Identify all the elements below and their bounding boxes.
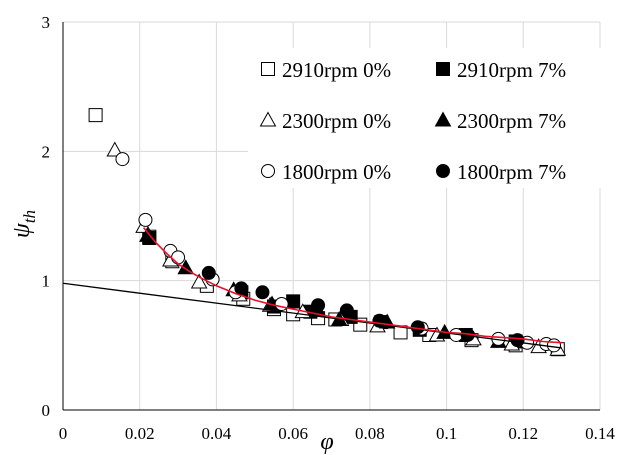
data-point [255, 285, 270, 300]
data-point [138, 212, 153, 227]
y-tick-label: 2 [42, 142, 51, 161]
legend-background [248, 48, 608, 188]
legend-label: 2910rpm 0% [282, 58, 391, 82]
legend-label: 2910rpm 7% [457, 58, 566, 82]
x-tick-label: 0.02 [125, 424, 155, 443]
legend-marker [436, 164, 450, 178]
data-point [286, 294, 301, 309]
y-tick-label: 3 [42, 13, 51, 32]
data-point [234, 281, 249, 296]
plot-frame [62, 22, 600, 411]
legend-marker [436, 62, 450, 76]
data-point [510, 333, 525, 348]
y-axis-label: ψth [9, 210, 39, 238]
tick-labels: 0 0.02 0.04 0.06 0.08 0.1 0.12 0.14 0 1 2 3 [42, 13, 616, 443]
legend: 2910rpm 0% 2910rpm 7% 2300rpm 0% 2300rpm 7%… [248, 48, 608, 188]
legend-marker [434, 111, 452, 127]
data-point [190, 273, 208, 289]
data-point [311, 298, 326, 313]
x-tick-label: 0 [59, 424, 68, 443]
x-axis-label: φ [320, 429, 333, 455]
x-tick-label: 0.08 [355, 424, 385, 443]
data-point [546, 338, 561, 353]
y-axis-label-subscript: th [20, 210, 39, 223]
legend-marker [259, 111, 277, 127]
fit-curve [142, 227, 562, 344]
data-point [339, 303, 354, 318]
legend-marker [261, 164, 275, 178]
data-point [171, 250, 186, 265]
x-tick-label: 0.14 [585, 424, 615, 443]
x-tick-label: 0.1 [436, 424, 457, 443]
tangent-line [62, 282, 562, 349]
x-tick-label: 0.12 [508, 424, 538, 443]
legend-label: 2300rpm 7% [457, 109, 566, 133]
legend-label: 1800rpm 7% [457, 160, 566, 184]
y-tick-label: 0 [42, 401, 51, 420]
legend-label: 1800rpm 0% [282, 160, 391, 184]
curves [62, 227, 562, 349]
data-point [115, 152, 130, 167]
legend-marker [261, 62, 275, 76]
y-axis-label-main: ψ [9, 222, 35, 238]
data-point [201, 265, 216, 280]
y-tick-label: 1 [42, 272, 51, 291]
x-tick-label: 0.06 [278, 424, 308, 443]
data-point [88, 108, 103, 123]
x-tick-label: 0.04 [202, 424, 232, 443]
data-point [106, 141, 124, 157]
legend-label: 2300rpm 0% [282, 109, 391, 133]
